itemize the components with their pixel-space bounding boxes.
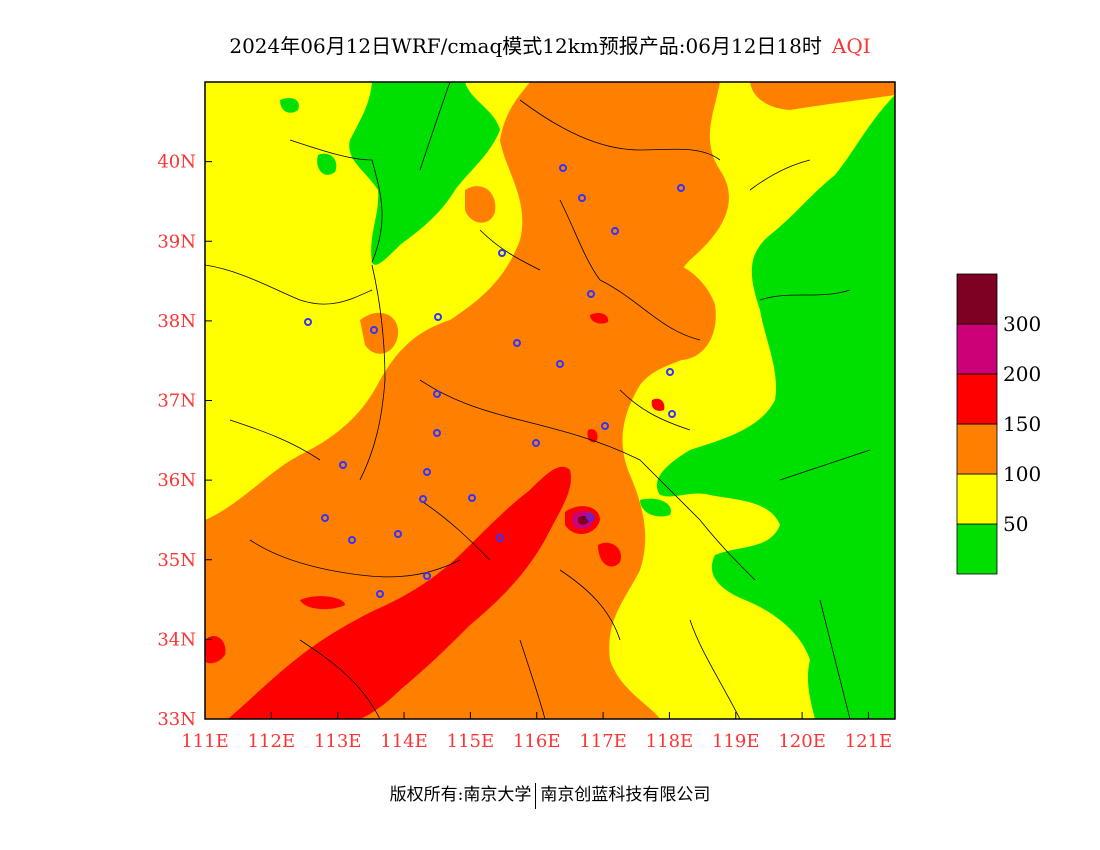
lat-tick-label: 33N [157,709,196,730]
lat-tick-label: 39N [157,231,196,252]
legend-label: 150 [1003,412,1041,436]
lon-axis: 111E 112E 113E 114E 115E 116E 117E 118E 119E 120E… [181,712,892,752]
legend-swatch [956,323,998,375]
lon-tick-label: 115E [447,731,495,752]
lon-tick-label: 116E [513,731,561,752]
lat-axis: 33N 34N 35N 36N 37N 38N 39N 40N [157,152,212,730]
title-variable: AQI [831,34,871,58]
city-marker [321,514,329,522]
city-marker [370,326,378,334]
lon-tick-label: 120E [778,731,826,752]
city-marker [496,534,504,542]
city-marker [348,536,356,544]
city-marker [419,495,427,503]
zone-unhealthy-37n [651,398,665,411]
city-marker [394,530,402,538]
lat-tick-label: 36N [157,470,196,491]
footer-left: 版权所有:南京大学 [389,785,532,805]
map-title: 2024年06月12日WRF/cmaq模式12km预报产品:06月12日18时 A… [0,30,1100,59]
legend-label: 300 [1003,312,1041,336]
lon-tick-label: 121E [845,731,893,752]
zone-sensitive-north [465,186,496,223]
admin-boundaries [205,82,871,719]
zone-unhealthy-band [228,466,571,719]
lon-tick-label: 113E [314,731,362,752]
city-marker [601,422,609,430]
city-marker [433,390,441,398]
legend-swatch [956,523,998,575]
city-marker [433,429,441,437]
city-marker [423,572,431,580]
lon-tick-label: 117E [579,731,627,752]
city-marker [468,494,476,502]
zone-good-nw [349,82,500,265]
lat-tick-label: 38N [157,311,196,332]
legend-label: 100 [1003,462,1041,486]
city-markers [304,164,685,598]
city-marker [586,513,594,521]
city-marker [666,368,674,376]
lat-tick-label: 37N [157,391,196,412]
lon-tick-label: 118E [646,731,694,752]
footer-separator [535,782,537,809]
city-marker [611,227,619,235]
city-marker [556,360,564,368]
city-marker [434,313,442,321]
aqi-field [205,82,895,719]
city-marker [532,439,540,447]
lon-tick-label: 112E [248,731,296,752]
city-marker [587,290,595,298]
city-marker [578,194,586,202]
legend-swatch [956,273,998,325]
lat-tick-label: 34N [157,629,196,650]
zone-unhealthy-366 [587,429,598,443]
city-marker [304,318,312,326]
legend-swatch [956,373,998,425]
zone-good-nw-small [280,98,299,113]
zone-good-east [656,95,895,719]
city-marker [498,249,506,257]
zone-unhealthy-w [205,635,226,664]
city-marker [339,461,347,469]
zone-sensitive-west [360,312,399,354]
city-marker [559,164,567,172]
title-text: 2024年06月12日WRF/cmaq模式12km预报产品:06月12日18时 [229,34,822,58]
zone-sensitive-ne [750,82,895,110]
zone-good-se [640,498,671,517]
city-marker [423,468,431,476]
lat-tick-label: 35N [157,550,196,571]
zone-unhealthy-w2 [300,596,345,610]
legend-swatch [956,473,998,525]
zone-unhealthy-35n [598,542,621,567]
aqi-legend: 50 100 150 200 300 [956,273,1041,575]
legend-label: 200 [1003,362,1041,386]
legend-label: 50 [1003,512,1028,536]
zone-unhealthy-38n [590,312,609,324]
lon-tick-label: 114E [380,731,428,752]
city-marker [513,339,521,347]
city-marker [376,590,384,598]
lon-tick-label: 111E [181,731,229,752]
zone-sensitive-main [205,82,729,719]
footer-right: 南京创蓝科技有限公司 [540,785,711,805]
copyright-footer: 版权所有:南京大学 南京创蓝科技有限公司 [0,780,1100,809]
lon-tick-label: 119E [712,731,760,752]
zone-good-nw2 [317,153,337,175]
city-marker [677,184,685,192]
lat-tick-label: 40N [157,152,196,173]
legend-swatch [956,423,998,475]
city-marker [668,410,676,418]
zone-sensitive-38n [640,260,716,360]
